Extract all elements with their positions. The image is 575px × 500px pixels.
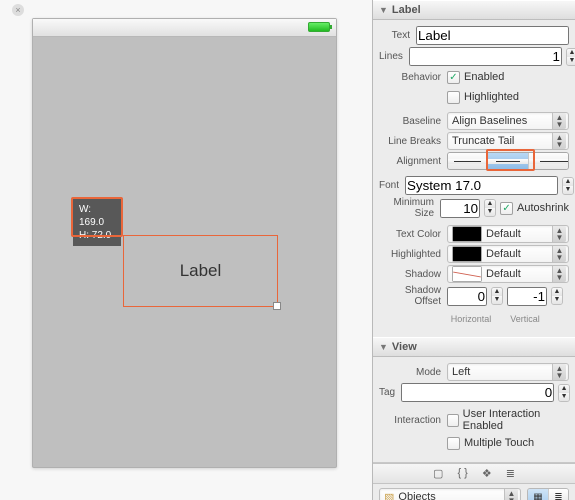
- linebreaks-select[interactable]: Truncate Tail▲▼: [447, 132, 569, 150]
- autoshrink-text: Autoshrink: [517, 202, 569, 214]
- resize-handle-br[interactable]: [273, 302, 281, 310]
- disclosure-triangle-icon: ▼: [379, 342, 388, 352]
- text-label: Text: [379, 30, 416, 41]
- cube-icon: ▧: [384, 491, 394, 500]
- section-header-view[interactable]: ▼ View: [373, 337, 575, 357]
- shadowoffset-h-caption: Horizontal: [447, 314, 495, 324]
- font-label: Font: [379, 180, 405, 191]
- tab-file-icon[interactable]: ▢: [433, 467, 443, 480]
- status-bar: [33, 19, 336, 37]
- section-header-label[interactable]: ▼ Label: [373, 0, 575, 20]
- enabled-checkbox[interactable]: ✓: [447, 71, 460, 84]
- highlighted-checkbox[interactable]: [447, 91, 460, 104]
- shadowoffset-v-input[interactable]: [507, 287, 547, 306]
- lines-stepper[interactable]: ▲▼: [566, 48, 575, 66]
- canvas-area[interactable]: × W: 169.0 H: 72.0 Label: [0, 0, 372, 500]
- lines-label: Lines: [379, 51, 409, 62]
- font-input[interactable]: [405, 176, 558, 195]
- shadowoffset-label: Shadow Offset: [379, 285, 447, 307]
- battery-icon: [308, 22, 330, 32]
- objects-filter-select[interactable]: ▧Objects ▲▼: [379, 488, 521, 500]
- shadowoffset-v-stepper[interactable]: ▲▼: [551, 287, 563, 305]
- shadowoffset-h-input[interactable]: [447, 287, 487, 306]
- multitouch-checkbox[interactable]: [447, 437, 460, 450]
- minsize-input[interactable]: [440, 199, 480, 218]
- tab-media-icon[interactable]: ≣: [506, 467, 515, 480]
- mode-label: Mode: [379, 367, 447, 378]
- view-grid-button[interactable]: ▦: [528, 489, 548, 500]
- tag-input[interactable]: [401, 383, 554, 402]
- shadow-label: Shadow: [379, 269, 447, 280]
- userinteraction-text: User Interaction Enabled: [463, 408, 569, 432]
- highlightedcolor-label: Highlighted: [379, 249, 447, 260]
- textcolor-label: Text Color: [379, 229, 447, 240]
- section-title: View: [392, 341, 417, 353]
- autoshrink-checkbox[interactable]: ✓: [500, 202, 513, 215]
- tab-code-icon[interactable]: { }: [457, 467, 467, 480]
- minsize-label: Minimum Size: [379, 197, 440, 219]
- behavior-label: Behavior: [379, 72, 447, 83]
- tab-objects-icon[interactable]: ❖: [482, 467, 492, 480]
- minsize-stepper[interactable]: ▲▼: [484, 199, 496, 217]
- selected-label[interactable]: Label: [123, 235, 278, 307]
- align-left-button[interactable]: [448, 153, 487, 169]
- selected-label-text: Label: [180, 261, 222, 281]
- library-tabbar: ▢ { } ❖ ≣: [373, 463, 575, 484]
- inspector-panel: ▼ Label Text Lines ▲▼ Behavior ✓ Enabled: [372, 0, 575, 500]
- tag-label: Tag: [379, 387, 401, 398]
- disclosure-triangle-icon: ▼: [379, 5, 388, 15]
- section-title: Label: [392, 4, 421, 16]
- enabled-text: Enabled: [464, 71, 504, 83]
- alignment-label: Alignment: [379, 156, 447, 167]
- shadowoffset-h-stepper[interactable]: ▲▼: [491, 287, 503, 305]
- close-canvas-button[interactable]: ×: [12, 4, 24, 16]
- shadowoffset-v-caption: Vertical: [501, 314, 549, 324]
- linebreaks-label: Line Breaks: [379, 136, 447, 147]
- interaction-label: Interaction: [379, 415, 447, 426]
- highlightedcolor-select[interactable]: Default ▲▼: [447, 245, 569, 263]
- view-list-button[interactable]: ≣: [548, 489, 568, 500]
- text-input[interactable]: [416, 26, 569, 45]
- font-stepper[interactable]: ▲▼: [562, 177, 574, 195]
- align-center-button[interactable]: [487, 153, 527, 169]
- device-frame: W: 169.0 H: 72.0 Label: [32, 18, 337, 468]
- userinteraction-checkbox[interactable]: [447, 414, 459, 427]
- highlighted-text: Highlighted: [464, 91, 519, 103]
- baseline-select[interactable]: Align Baselines▲▼: [447, 112, 569, 130]
- multitouch-text: Multiple Touch: [464, 437, 534, 449]
- alignment-segmented[interactable]: [447, 152, 569, 170]
- size-overlay-highlight: [71, 197, 123, 237]
- library-view-toggle[interactable]: ▦ ≣: [527, 488, 569, 500]
- lines-input[interactable]: [409, 47, 562, 66]
- mode-select[interactable]: Left▲▼: [447, 363, 569, 381]
- align-right-button[interactable]: [528, 153, 568, 169]
- tag-stepper[interactable]: ▲▼: [558, 384, 570, 402]
- textcolor-select[interactable]: Default ▲▼: [447, 225, 569, 243]
- baseline-label: Baseline: [379, 116, 447, 127]
- shadow-select[interactable]: Default ▲▼: [447, 265, 569, 283]
